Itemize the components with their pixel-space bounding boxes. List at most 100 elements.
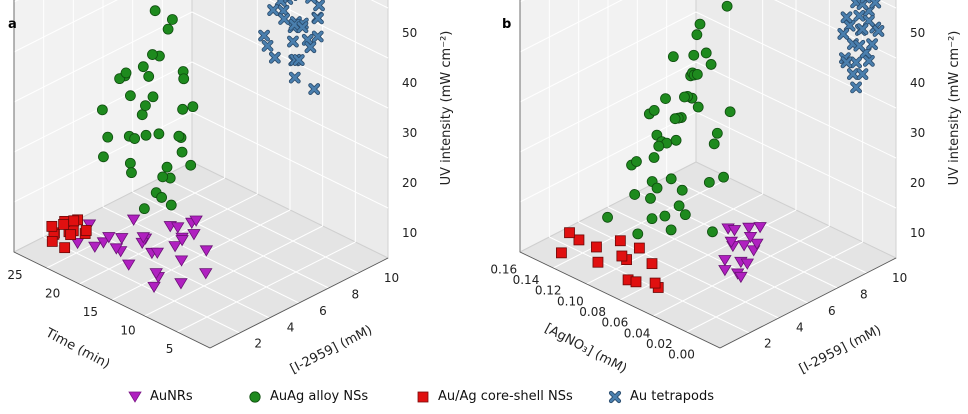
data-point: [175, 235, 189, 247]
legend: AuNRs AuAg alloy NSs Au/Ag core-shell NS…: [0, 386, 968, 410]
legend-label: AuAg alloy NSs: [270, 389, 369, 404]
gridline: [162, 176, 359, 274]
data-point: [653, 140, 665, 152]
data-point: [742, 222, 756, 234]
data-point: [846, 38, 859, 50]
legend-label: Au/Ag core-shell NSs: [438, 389, 573, 404]
data-point: [673, 200, 685, 212]
data-point: [312, 12, 324, 25]
data-point: [840, 11, 853, 24]
y-tick-label: 10: [384, 271, 399, 285]
data-point: [633, 242, 645, 254]
x-tick-label: 0.12: [535, 284, 562, 298]
y-tick-label: 8: [351, 288, 359, 302]
series-au-tetrapods: [837, 0, 885, 94]
data-point: [199, 268, 213, 280]
data-point: [304, 41, 317, 54]
data-point: [187, 101, 199, 113]
panel-b: b 0.000.020.040.060.080.100.120.140.16 2 4 6…: [490, 0, 962, 377]
y-tick-label: 2: [254, 337, 262, 351]
data-point: [136, 232, 151, 244]
data-point: [199, 245, 214, 257]
data-point: [630, 276, 642, 288]
data-point: [176, 146, 188, 158]
legend-item-au-tetrapods: Au tetrapods: [608, 389, 714, 404]
data-point: [268, 51, 281, 64]
data-point: [46, 236, 58, 247]
data-point: [869, 0, 882, 9]
data-point: [185, 159, 197, 171]
data-point: [174, 255, 189, 267]
data-point: [109, 243, 124, 255]
data-point: [691, 29, 703, 41]
data-point: [177, 103, 189, 115]
data-point: [602, 211, 613, 223]
data-point: [705, 59, 717, 70]
legend-label: AuNRs: [150, 389, 193, 404]
data-point: [124, 157, 136, 169]
series-au-ag-core-shell-nss: [46, 214, 92, 254]
x-tick-label: 0.10: [557, 294, 584, 308]
data-point: [700, 47, 712, 59]
data-point: [872, 25, 885, 37]
z-tick-label: 40: [910, 76, 925, 90]
gridlines: [519, 0, 897, 334]
data-point: [753, 222, 767, 234]
x-tick-label: 25: [7, 268, 22, 282]
data-point: [308, 83, 321, 95]
x-axis-label: Time (min): [42, 325, 112, 372]
x-ticks: 0.000.020.040.060.080.100.120.140.16: [490, 262, 694, 361]
series-auag-alloy-nss: [96, 5, 199, 215]
data-point: [850, 0, 862, 9]
data-point: [138, 203, 150, 215]
data-point: [837, 28, 850, 40]
z-tick-label: 30: [910, 126, 925, 140]
y-tick-label: 4: [287, 320, 295, 334]
data-point: [649, 277, 661, 289]
data-point: [189, 215, 203, 227]
data-point: [718, 255, 732, 267]
z-tick-label: 10: [910, 226, 925, 240]
data-point: [162, 23, 174, 35]
y-tick-label: 6: [828, 304, 836, 318]
gridline: [666, 176, 867, 274]
data-point: [147, 49, 158, 60]
x-tick-label: 15: [83, 305, 98, 319]
data-point: [660, 93, 671, 105]
data-point: [646, 213, 658, 225]
gridline: [13, 0, 118, 53]
data-point: [727, 225, 742, 237]
z-axis-label: UV intensity (mW cm⁻²): [439, 31, 454, 186]
gridlines: [13, 0, 389, 334]
y-tick-label: 2: [764, 337, 772, 351]
data-point: [147, 91, 159, 103]
data-point: [679, 209, 691, 221]
x-tick-label: 20: [45, 287, 60, 301]
data-point: [737, 240, 751, 252]
data-point: [281, 0, 294, 5]
data-point: [147, 281, 161, 294]
series-aunrs: [70, 214, 214, 294]
data-point: [267, 4, 280, 16]
data-point: [168, 241, 182, 253]
z-tick-label: 50: [402, 26, 417, 40]
data-point: [171, 222, 185, 234]
x-tick-label: 0.16: [490, 262, 517, 276]
data-point: [711, 127, 723, 139]
triangle-down-marker-icon: [128, 391, 142, 403]
data-point: [150, 247, 165, 259]
data-point: [178, 73, 190, 85]
data-point: [692, 101, 704, 113]
data-point: [258, 29, 270, 42]
data-points: [556, 0, 885, 293]
z-axis-label: UV intensity (mW cm⁻²): [947, 31, 962, 186]
gridline: [268, 0, 389, 59]
data-point: [665, 224, 677, 236]
axis-line: [13, 251, 211, 349]
data-point: [102, 232, 116, 244]
data-point: [743, 231, 758, 244]
series-aunrs: [718, 222, 767, 284]
data-point: [564, 227, 575, 239]
data-point: [161, 161, 173, 173]
data-point: [137, 61, 149, 73]
